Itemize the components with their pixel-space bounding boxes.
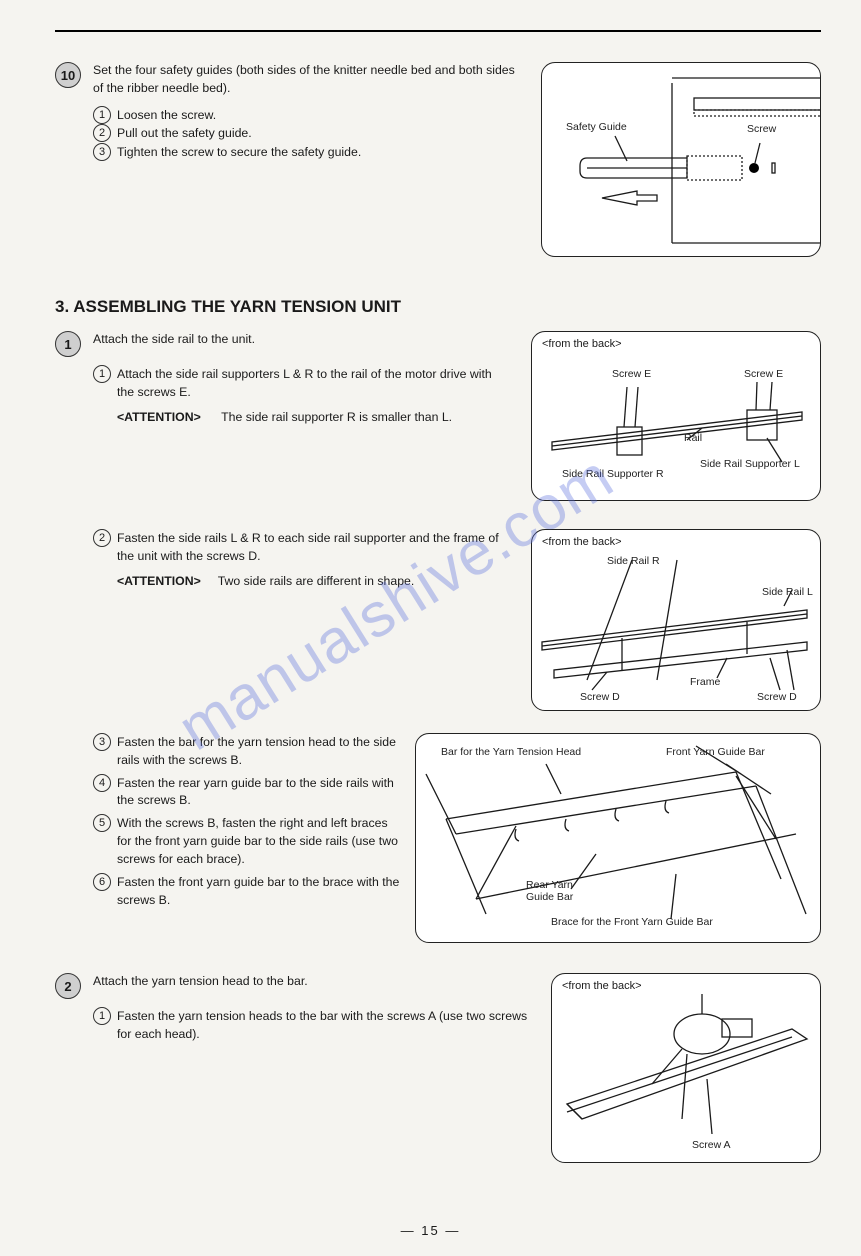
fig4-label-brace: Brace for the Front Yarn Guide Bar	[551, 916, 713, 928]
fig5-caption: <from the back>	[562, 980, 642, 992]
page-number: — 15 —	[401, 1223, 461, 1238]
attention-1-label: <ATTENTION>	[117, 410, 201, 424]
step-10-sub-2-marker: 2	[93, 124, 111, 142]
attention-2-label: <ATTENTION>	[117, 574, 201, 588]
fig1-label-safety-guide: Safety Guide	[566, 121, 627, 133]
step-2-sub-1-text: Fasten the yarn tension heads to the bar…	[117, 1007, 531, 1044]
fig3-label-screw-d-l: Screw D	[580, 691, 620, 703]
step-1-sub-2-marker: 2	[93, 529, 111, 547]
fig5-label-screw-a: Screw A	[692, 1139, 731, 1151]
step-1-sub-6-marker: 6	[93, 873, 111, 891]
step-1-sub-4-text: Fasten the rear yarn guide bar to the si…	[117, 774, 400, 811]
step-1-sub-5-marker: 5	[93, 814, 111, 832]
attention-1-text: The side rail supporter R is smaller tha…	[221, 410, 452, 424]
fig2-label-supp-l: Side Rail Supporter L	[700, 458, 800, 470]
step-1-text: Attach the side rail to the unit.	[93, 331, 255, 349]
figure-safety-guide: Safety Guide Screw	[541, 62, 821, 257]
fig3-label-frame: Frame	[690, 676, 720, 688]
step-1-sub-2-text: Fasten the side rails L & R to each side…	[117, 529, 511, 566]
attention-2-text: Two side rails are different in shape.	[218, 574, 415, 588]
figure-rail-supporter: <from the back> Screw E Screw E Rail	[531, 331, 821, 501]
step-10-marker: 10	[55, 62, 81, 88]
step-2-sub-1-marker: 1	[93, 1007, 111, 1025]
step-2-text: Attach the yarn tension head to the bar.	[93, 973, 308, 991]
step-1-sub-1-text: Attach the side rail supporters L & R to…	[117, 365, 511, 402]
step-1-sub-3-marker: 3	[93, 733, 111, 751]
fig4-label-bar-tension: Bar for the Yarn Tension Head	[441, 746, 581, 758]
fig3-caption: <from the back>	[542, 536, 622, 548]
step-10-sub-1-text: Loosen the screw.	[117, 106, 216, 125]
fig2-label-supp-r: Side Rail Supporter R	[562, 468, 664, 480]
step-10-sub-1-marker: 1	[93, 106, 111, 124]
step-10-sub-3-marker: 3	[93, 143, 111, 161]
section-title: 3. ASSEMBLING THE YARN TENSION UNIT	[55, 297, 821, 317]
fig2-label-screw-e-l: Screw E	[612, 368, 651, 380]
step-1-sub-3-text: Fasten the bar for the yarn tension head…	[117, 733, 400, 770]
fig2-label-screw-e-r: Screw E	[744, 368, 783, 380]
fig1-label-screw: Screw	[747, 123, 776, 135]
step-1-sub-5-text: With the screws B, fasten the right and …	[117, 814, 400, 868]
attention-1: <ATTENTION> The side rail supporter R is…	[117, 408, 452, 427]
step-1-marker: 1	[55, 331, 81, 357]
step-10-sub-2-text: Pull out the safety guide.	[117, 124, 252, 143]
step-10-sub-3-text: Tighten the screw to secure the safety g…	[117, 143, 361, 162]
fig3-label-side-rail-l: Side Rail L	[762, 586, 813, 598]
fig3-label-screw-d-r: Screw D	[757, 691, 797, 703]
step-1-sub-1-marker: 1	[93, 365, 111, 383]
fig4-label-front-bar: Front Yarn Guide Bar	[666, 746, 765, 758]
fig2-label-rail: Rail	[684, 432, 702, 444]
step-1-sub-6-text: Fasten the front yarn guide bar to the b…	[117, 873, 400, 910]
fig2-caption: <from the back>	[542, 338, 622, 350]
figure-side-rails: <from the back> Side Rail R	[531, 529, 821, 711]
step-2-marker: 2	[55, 973, 81, 999]
attention-2: <ATTENTION> Two side rails are different…	[117, 572, 414, 591]
figure-yarn-bars: Bar for the Yarn Tension Head Front Yarn…	[415, 733, 821, 943]
step-1-sub-4-marker: 4	[93, 774, 111, 792]
fig3-label-side-rail-r: Side Rail R	[607, 555, 660, 567]
step-10-text: Set the four safety guides (both sides o…	[93, 62, 521, 98]
fig4-label-rear-bar: Rear Yarn Guide Bar	[526, 879, 586, 903]
figure-tension-head: <from the back> Screw A	[551, 973, 821, 1163]
